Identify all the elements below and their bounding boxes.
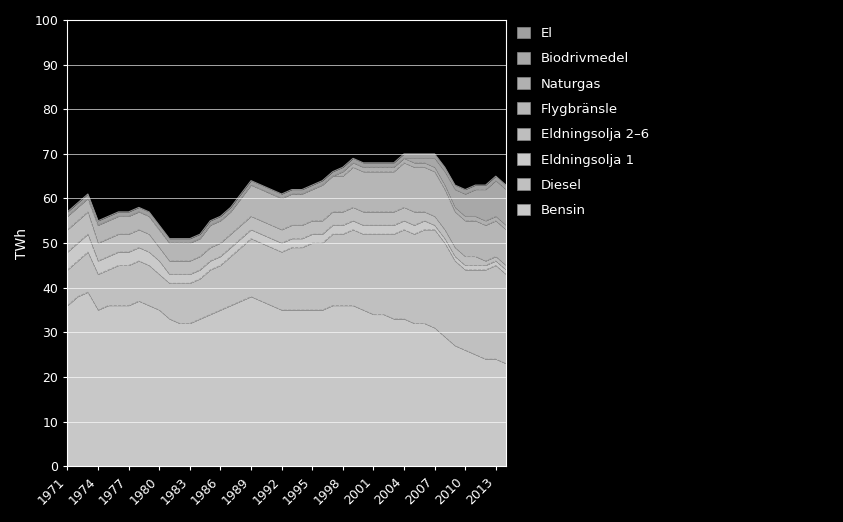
Legend: El, Biodrivmedel, Naturgas, Flygbränsle, Eldningsolja 2–6, Eldningsolja 1, Diese: El, Biodrivmedel, Naturgas, Flygbränsle,… — [517, 27, 649, 217]
Y-axis label: TWh: TWh — [15, 228, 29, 258]
